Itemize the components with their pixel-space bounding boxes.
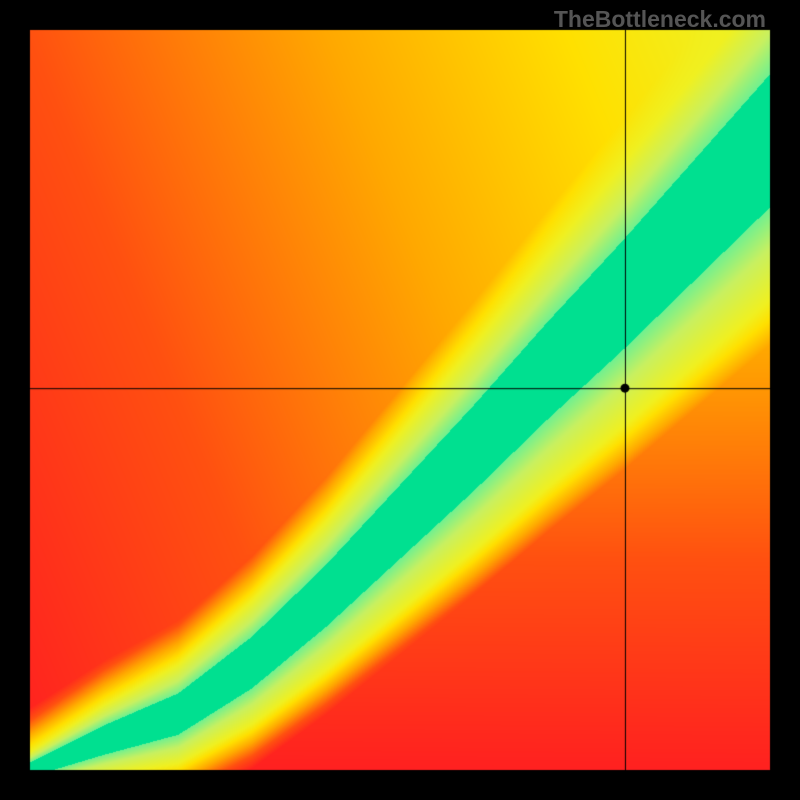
heatmap-canvas [0, 0, 800, 800]
watermark-text: TheBottleneck.com [554, 6, 766, 33]
chart-container: TheBottleneck.com [0, 0, 800, 800]
